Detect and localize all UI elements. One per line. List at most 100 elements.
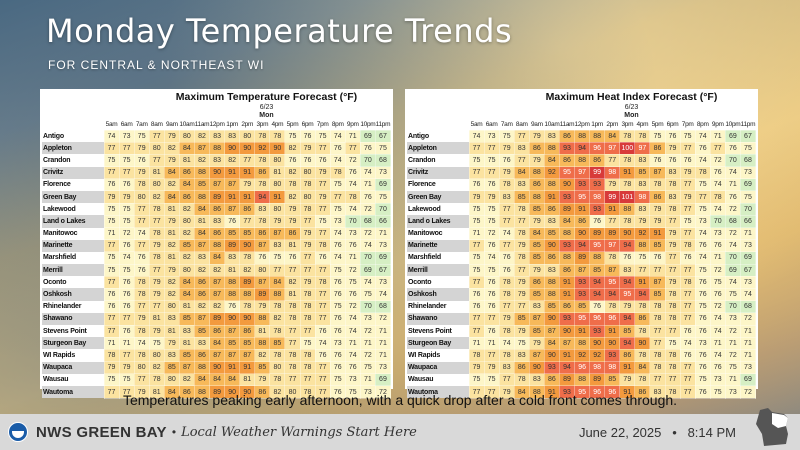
temperature-cell: 85 (649, 239, 666, 253)
temperature-cell: 75 (468, 202, 485, 216)
temperature-cell: 77 (604, 214, 621, 229)
temperature-cell: 78 (498, 275, 515, 289)
temperature-cell: 91 (574, 202, 591, 216)
temperature-cell: 76 (118, 239, 135, 253)
table-row: Sturgeon Bay 71 71 74 75 79 84 87 88 90 90 94 90 77 75… (407, 336, 757, 350)
temperature-cell: 91 (224, 361, 241, 375)
temperature-cell: 75 (103, 263, 120, 277)
temperature-cell: 70 (724, 251, 741, 265)
table-row: Marshfield 75 74 76 78 85 86 88 89 88 78 76 75 76 77 76… (407, 251, 757, 265)
temperature-cell: 78 (664, 300, 681, 314)
temperature-cell: 77 (498, 202, 515, 216)
temperature-cell: 70 (359, 153, 376, 168)
temperature-cell: 91 (558, 287, 576, 302)
temperature-cell: 93 (589, 178, 606, 192)
temperature-cell: 81 (148, 385, 165, 399)
temperature-cell: 79 (528, 129, 545, 143)
temperature-cell: 81 (163, 251, 180, 265)
temperature-cell: 78 (269, 300, 286, 314)
temperature-cell: 86 (178, 190, 195, 204)
temperature-cell: 85 (543, 226, 560, 241)
temperature-cell: 78 (664, 348, 681, 363)
temperature-cell: 76 (709, 239, 726, 253)
temperature-cell: 90 (528, 361, 545, 375)
issued-datetime: June 22, 2025 • 8:14 PM (578, 424, 736, 440)
temperature-cell: 83 (528, 300, 545, 314)
temperature-cell: 98 (604, 166, 621, 180)
temperature-cell: 68 (739, 153, 757, 168)
temperature-cell: 88 (193, 385, 211, 399)
temperature-cell: 71 (118, 336, 135, 350)
temperature-cell: 72 (359, 324, 376, 338)
temperature-cell: 75 (329, 263, 346, 277)
temperature-cell: 81 (224, 263, 241, 277)
temperature-cell: 76 (664, 129, 681, 143)
temperature-cell: 86 (558, 263, 576, 277)
table-row: Waupaca 79 79 83 86 90 93 94 96 98 98 91 84 78 78 77 76 7… (407, 361, 757, 375)
temperature-cell: 78 (148, 226, 165, 241)
table-row: Merrill 75 75 76 77 79 83 86 87 85 87 83 77 77 77 77 75 7… (407, 263, 757, 277)
temperature-cell: 86 (589, 153, 606, 168)
temperature-cell: 91 (619, 385, 636, 399)
temperature-cell: 75 (103, 214, 120, 229)
temperature-cell: 82 (209, 263, 226, 277)
location-name: Wautoma (42, 385, 104, 399)
temperature-cell: 74 (329, 251, 346, 265)
temperature-cell: 87 (558, 336, 576, 350)
temperature-cell: 74 (483, 251, 500, 265)
temperature-cell: 73 (739, 166, 757, 180)
temperature-cell: 76 (694, 275, 711, 289)
temperature-cell: 78 (133, 324, 150, 338)
temperature-cell: 91 (224, 190, 241, 204)
temperature-cell: 82 (163, 141, 180, 155)
table-row: Oconto 77 76 78 79 86 88 91 93 94 95 94 91 87 79 78 76 75… (407, 275, 757, 289)
temperature-cell: 83 (543, 263, 560, 277)
temperature-cell: 76 (694, 324, 711, 338)
temperature-cell: 97 (604, 239, 621, 253)
temperature-cell: 79 (163, 129, 180, 143)
temperature-cell: 78 (344, 190, 361, 204)
temperature-cell: 75 (103, 202, 120, 216)
temperature-cell: 83 (664, 166, 681, 180)
temperature-cell: 85 (178, 312, 195, 326)
hour-header: 11am (559, 121, 575, 129)
temperature-cell: 87 (224, 202, 241, 216)
temperature-cell: 77 (103, 385, 120, 399)
temperature-cell: 76 (649, 251, 666, 265)
temperature-cell: 94 (574, 239, 591, 253)
temperature-cell: 67 (739, 263, 757, 277)
temperature-cell: 81 (148, 166, 165, 180)
temperature-cell: 77 (483, 166, 500, 180)
table-row: Wautoma 77 77 79 81 84 86 88 89 90 90 86 82 80 78 77 76 7… (42, 385, 392, 399)
temperature-cell: 88 (193, 361, 211, 375)
temperature-cell: 76 (329, 361, 346, 375)
temperature-cell: 71 (739, 348, 757, 363)
temperature-cell: 74 (359, 275, 376, 289)
temperature-cell: 87 (528, 348, 545, 363)
temperature-cell: 74 (133, 226, 150, 241)
temperature-cell: 74 (329, 226, 346, 241)
location-name: Wausau (407, 373, 469, 386)
temperature-cell: 83 (193, 336, 211, 350)
temperature-cell: 77 (468, 141, 485, 155)
temperature-cell: 75 (649, 129, 666, 143)
temperature-cell: 94 (604, 287, 621, 302)
temperature-cell: 69 (739, 373, 757, 387)
location-name: Green Bay (42, 190, 104, 204)
location-name: Oshkosh (407, 288, 469, 301)
hour-header: 7pm (316, 121, 329, 129)
temperature-cell: 76 (483, 287, 500, 302)
temperature-cell: 75 (468, 251, 485, 265)
temperature-cell: 74 (679, 336, 696, 350)
temperature-cell: 81 (178, 300, 195, 314)
temperature-cell: 73 (329, 336, 346, 350)
temperature-cell: 80 (178, 214, 195, 229)
temperature-cell: 77 (314, 361, 331, 375)
hour-header: 11pm (375, 121, 391, 129)
temperature-cell: 78 (239, 300, 256, 314)
temperature-cell: 74 (468, 129, 485, 143)
hour-header: 10pm (725, 121, 741, 129)
temperature-cell: 72 (359, 202, 376, 216)
temperature-cell: 90 (574, 226, 591, 241)
temperature-cell: 76 (468, 287, 485, 302)
